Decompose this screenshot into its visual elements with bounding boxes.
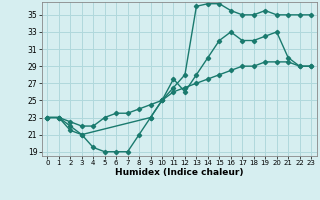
X-axis label: Humidex (Indice chaleur): Humidex (Indice chaleur) [115, 168, 244, 177]
